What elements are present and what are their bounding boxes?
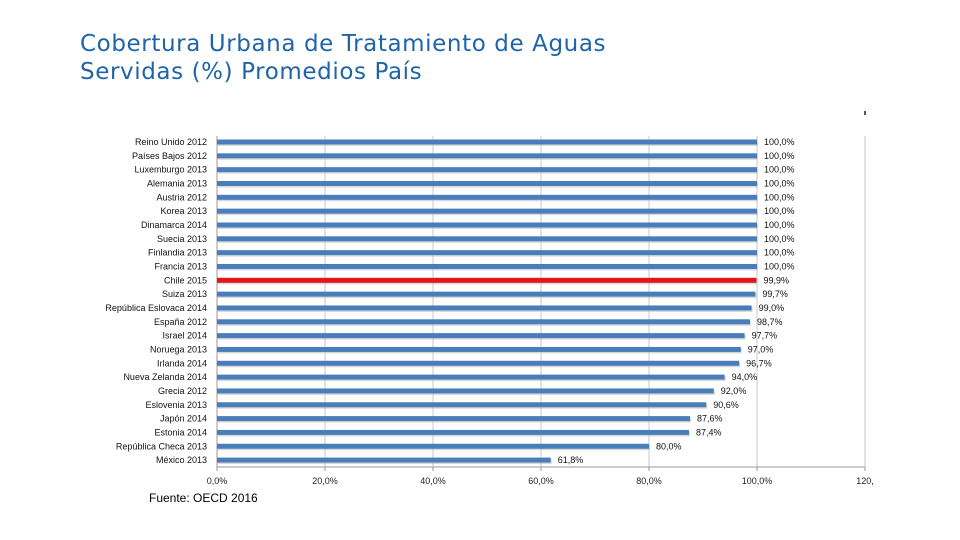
category-label: Suecia 2013 (157, 234, 207, 244)
category-label: Korea 2013 (160, 206, 207, 216)
category-label: Noruega 2013 (150, 344, 207, 354)
category-label: República Eslovaca 2014 (105, 303, 207, 313)
category-label: Nueva Zelanda 2014 (123, 372, 207, 382)
value-label: 100,0% (764, 248, 795, 258)
value-label: 97,0% (748, 344, 774, 354)
x-tick-label: 0,0% (207, 476, 228, 486)
value-label: 99,9% (763, 275, 789, 285)
bar (217, 333, 745, 339)
value-label: 100,0% (764, 165, 795, 175)
category-label: México 2013 (156, 455, 207, 465)
slide-title-line-2: Servidas (%) Promedios País (80, 59, 423, 85)
value-label: 61,8% (558, 455, 584, 465)
bar (217, 319, 750, 325)
value-label: 96,7% (746, 358, 772, 368)
value-label: 100,0% (764, 206, 795, 216)
bar (217, 291, 756, 297)
bar (217, 374, 725, 380)
category-label: Israel 2014 (162, 331, 207, 341)
value-label: 99,0% (759, 303, 785, 313)
bar (217, 443, 649, 449)
bar (217, 236, 757, 242)
value-label: 100,0% (764, 234, 795, 244)
bar (217, 429, 689, 435)
x-tick-label: 60,0% (528, 476, 554, 486)
value-label: 98,7% (757, 317, 783, 327)
slide-title: Cobertura Urbana de Tratamiento de Aguas… (80, 30, 840, 86)
category-label: Reino Unido 2012 (135, 137, 207, 147)
bar (217, 457, 551, 463)
category-label: Grecia 2012 (158, 386, 207, 396)
bar (217, 402, 707, 408)
bar (217, 250, 757, 256)
category-label: República Checa 2013 (116, 441, 207, 451)
category-label: Luxemburgo 2013 (134, 165, 207, 175)
bar (217, 360, 740, 366)
value-label: 94,0% (732, 372, 758, 382)
category-label: Finlandia 2013 (148, 248, 207, 258)
value-label: 87,4% (696, 427, 722, 437)
bar (217, 167, 757, 173)
value-label: 90,6% (713, 400, 739, 410)
category-label: Irlanda 2014 (157, 358, 207, 368)
bar (217, 153, 757, 159)
value-label: 87,6% (697, 414, 723, 424)
category-label: Francia 2013 (154, 261, 207, 271)
bar (217, 416, 691, 422)
slide-title-line-1: Cobertura Urbana de Tratamiento de Aguas (80, 31, 607, 57)
bar (217, 208, 757, 214)
bar (217, 388, 714, 394)
value-label: 100,0% (764, 261, 795, 271)
category-label: Países Bajos 2012 (132, 151, 207, 161)
category-label: Eslovenia 2013 (145, 400, 207, 410)
bar (217, 180, 757, 186)
value-label: 100,0% (764, 220, 795, 230)
x-tick-label: 100,0% (742, 476, 773, 486)
value-label: 100,0% (764, 151, 795, 161)
category-label: Alemania 2013 (147, 178, 207, 188)
bar-highlight (217, 277, 757, 283)
value-label: 100,0% (764, 192, 795, 202)
value-label: 100,0% (764, 178, 795, 188)
category-label: Austria 2012 (156, 192, 207, 202)
value-label: 92,0% (721, 386, 747, 396)
bar (217, 263, 757, 269)
bar (217, 305, 752, 311)
value-label: 99,7% (762, 289, 788, 299)
value-label: 80,0% (656, 441, 682, 451)
x-tick-label: 40,0% (420, 476, 446, 486)
stray-mark (864, 111, 866, 115)
category-label: Chile 2015 (164, 275, 207, 285)
x-tick-label: 80,0% (636, 476, 662, 486)
bar (217, 194, 757, 200)
x-tick-label: 120, (856, 476, 874, 486)
bar (217, 222, 757, 228)
bar (217, 139, 757, 145)
category-label: Japón 2014 (160, 414, 207, 424)
category-label: Suiza 2013 (162, 289, 207, 299)
x-tick-label: 20,0% (312, 476, 338, 486)
value-label: 97,7% (752, 331, 778, 341)
source-note: Fuente: OECD 2016 (149, 491, 258, 505)
category-label: Dinamarca 2014 (141, 220, 207, 230)
bar (217, 346, 741, 352)
category-label: Estonia 2014 (154, 427, 207, 437)
category-label: España 2012 (154, 317, 207, 327)
value-label: 100,0% (764, 137, 795, 147)
